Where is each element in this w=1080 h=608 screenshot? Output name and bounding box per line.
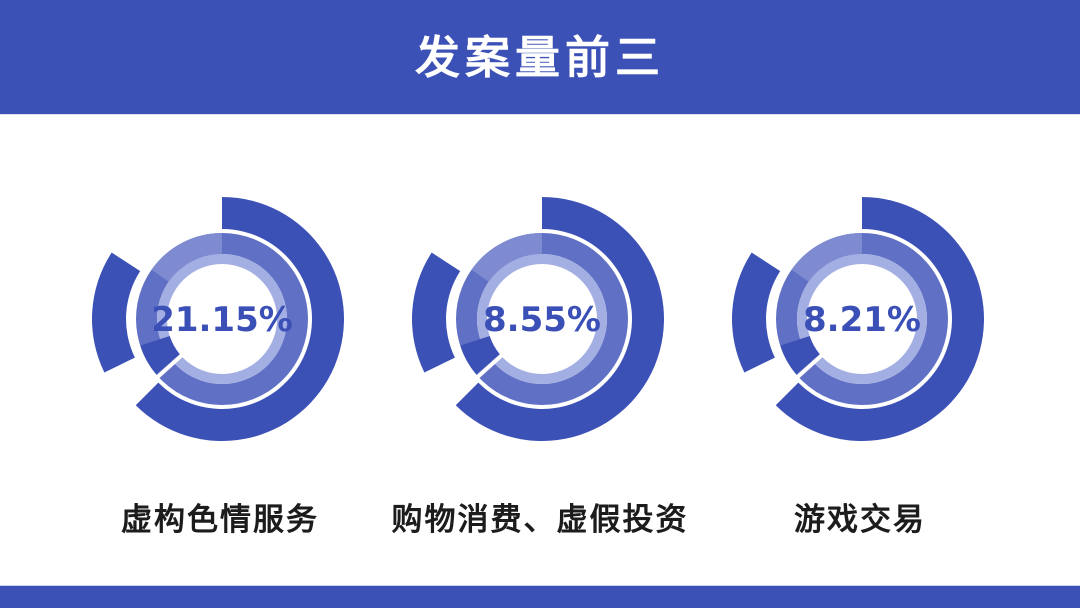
ring-gap-line <box>155 352 184 380</box>
outer-detached-left-arc <box>731 252 781 373</box>
donut-svg: 8.55% <box>411 197 664 441</box>
percent-value: 8.21% <box>803 300 921 340</box>
donut-chart-3: 8.21% <box>728 189 992 449</box>
ring-gap-line <box>475 352 504 380</box>
chart-label: 游戏交易 <box>794 502 926 537</box>
footer-bar <box>0 585 1080 608</box>
donut-svg: 8.21% <box>731 197 984 441</box>
chart-label: 虚构色情服务 <box>121 502 319 537</box>
inner-ring-muted-segment <box>791 233 862 282</box>
inner-ring-dark-segment <box>140 336 180 375</box>
outer-main-arc <box>455 197 664 441</box>
ring-gap-line <box>795 352 824 380</box>
page-title: 发案量前三 <box>414 31 665 83</box>
charts-row: 21.15% 虚构色情服务 8.55% 购物消费、虚假投资 <box>60 189 1020 539</box>
outer-detached-left-arc <box>91 252 141 373</box>
donut-chart-2: 8.55% <box>408 189 672 449</box>
inner-ring-dark-segment <box>460 336 500 375</box>
inner-ring-light-band <box>157 254 287 384</box>
inner-ring-dark-segment <box>780 336 820 375</box>
inner-ring-muted-segment <box>151 233 222 282</box>
outer-detached-left-arc <box>411 252 461 373</box>
donut-svg: 21.15% <box>91 197 344 441</box>
outer-main-arc <box>135 197 344 441</box>
inner-ring-muted-segment <box>471 233 542 282</box>
header-banner: 发案量前三 <box>0 0 1080 115</box>
donut-chart-1: 21.15% <box>88 189 352 449</box>
chart-card-2: 8.55% 购物消费、虚假投资 <box>380 189 700 539</box>
percent-value: 8.55% <box>483 300 601 340</box>
inner-ring-light-band <box>797 254 927 384</box>
inner-ring-light-band <box>477 254 607 384</box>
chart-label: 购物消费、虚假投资 <box>391 502 689 537</box>
chart-card-1: 21.15% 虚构色情服务 <box>60 189 380 539</box>
percent-value: 21.15% <box>151 300 293 340</box>
chart-card-3: 8.21% 游戏交易 <box>700 189 1020 539</box>
outer-main-arc <box>775 197 984 441</box>
